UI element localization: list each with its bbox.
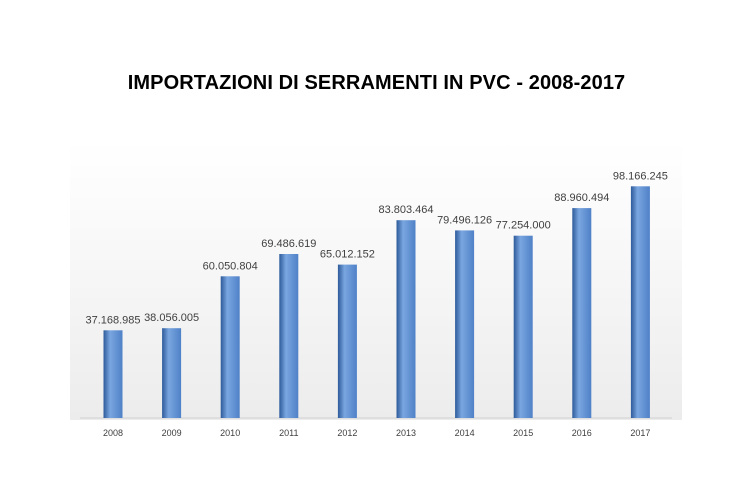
x-tick-label-2015: 2015 (513, 428, 533, 438)
value-label-2015: 77.254.000 (496, 220, 551, 232)
bar-2010 (220, 276, 240, 418)
x-tick-label-2013: 2013 (396, 428, 416, 438)
bar-2013 (396, 220, 416, 418)
value-label-2014: 79.496.126 (437, 214, 492, 226)
x-tick-label-2008: 2008 (103, 428, 123, 438)
x-tick-label-2011: 2011 (279, 428, 298, 438)
value-label-2017: 98.166.245 (613, 170, 668, 182)
value-label-2012: 65.012.152 (320, 249, 375, 261)
x-tick-label-2016: 2016 (572, 428, 592, 438)
x-tick-label-2017: 2017 (630, 428, 650, 438)
x-tick-labels-group: 2008 2009 2010 2011 2012 2013 2014 2015 2016 2017 (103, 428, 650, 438)
bar-2008 (103, 330, 123, 418)
bar-2016 (572, 208, 592, 418)
value-label-2010: 60.050.804 (203, 260, 258, 272)
bar-2012 (337, 264, 357, 418)
chart-title: IMPORTAZIONI DI SERRAMENTI IN PVC - 2008… (127, 72, 626, 94)
x-tick-label-2014: 2014 (455, 428, 475, 438)
x-tick-label-2012: 2012 (337, 428, 357, 438)
value-label-2016: 88.960.494 (554, 192, 609, 204)
value-label-2008: 37.168.985 (85, 314, 140, 326)
value-label-2011: 69.486.619 (261, 238, 316, 250)
value-label-2009: 38.056.005 (144, 312, 199, 324)
value-label-2013: 83.803.464 (378, 204, 433, 216)
bar-2011 (279, 254, 299, 418)
bar-2009 (162, 328, 182, 418)
x-tick-label-2009: 2009 (162, 428, 182, 438)
bars-group (103, 186, 650, 418)
value-labels-group: 37.168.985 38.056.005 60.050.80469.486.619… (85, 170, 667, 326)
x-tick-label-2010: 2010 (220, 428, 240, 438)
bar-2015 (513, 235, 533, 418)
bar-2017 (630, 186, 650, 418)
bar-2014 (455, 230, 475, 418)
